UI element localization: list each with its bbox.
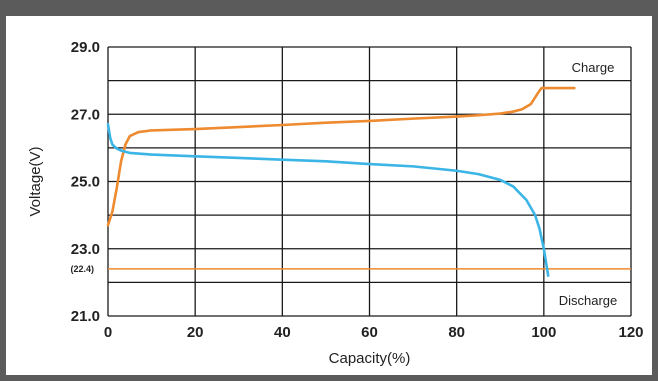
discharge-series-line <box>106 123 550 277</box>
series-group <box>106 86 576 277</box>
x-tick-label: 20 <box>187 324 204 341</box>
x-axis-title: Capacity(%) <box>329 350 411 367</box>
x-tick-label: 120 <box>618 324 643 341</box>
charge-annotation: Charge <box>572 60 615 75</box>
y-tick-label: 27.0 <box>71 106 100 123</box>
y-tick-label: 29.0 <box>71 39 100 56</box>
grid <box>107 46 632 317</box>
reference-line-label: (22.4) <box>70 264 94 274</box>
y-tick-label: 21.0 <box>71 308 100 325</box>
x-tick-label: 0 <box>104 324 112 341</box>
labels: 0 20 40 60 80 100 120 29.0 27.0 25.0 23.0 21.0 (22.4… <box>27 39 644 367</box>
y-tick-label: 23.0 <box>71 241 100 258</box>
charge-series-line <box>106 86 576 227</box>
discharge-annotation: Discharge <box>559 293 618 308</box>
x-tick-label: 80 <box>448 324 465 341</box>
x-tick-label: 100 <box>531 324 556 341</box>
x-tick-label: 60 <box>361 324 378 341</box>
x-tick-label: 40 <box>274 324 291 341</box>
y-tick-label: 25.0 <box>71 174 100 191</box>
y-axis-title: Voltage(V) <box>27 146 44 216</box>
